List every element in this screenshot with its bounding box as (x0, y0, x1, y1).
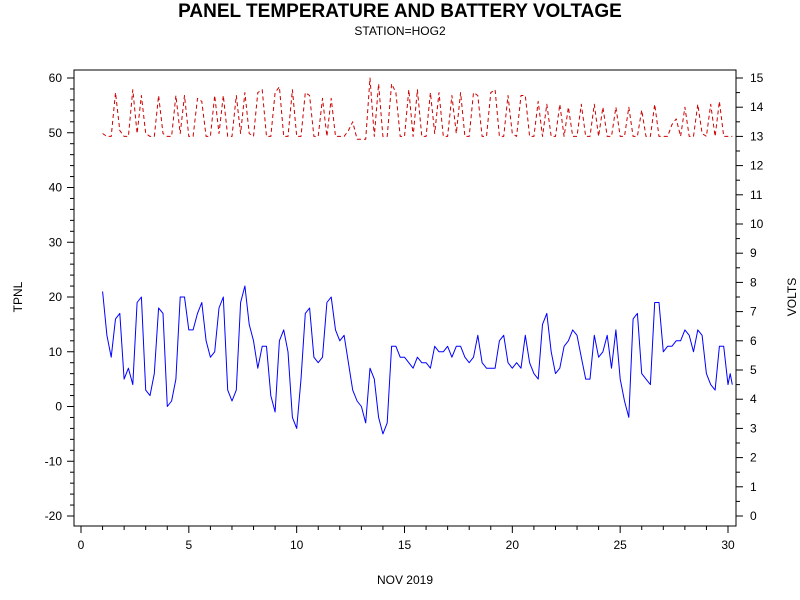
y-right-tick-label: 8 (750, 275, 757, 289)
y-right-tick-label: 4 (750, 392, 757, 406)
y-left-tick-label: -10 (45, 454, 63, 468)
y-left-tick-label: 0 (55, 400, 62, 414)
y-right-tick-label: 3 (750, 421, 757, 435)
y-left-tick-label: -20 (45, 509, 63, 523)
y-right-tick-label: 7 (750, 305, 757, 319)
series-lines (102, 77, 733, 435)
series-line-volts (102, 77, 733, 140)
y-axis-right-label: VOLTS (785, 278, 799, 316)
chart-subtitle: STATION=HOG2 (354, 24, 446, 38)
x-tick-label: 15 (398, 538, 412, 552)
y-axis-left-label: TPNL (11, 281, 25, 312)
axis-ticks: 0 5 10 15 20 25 30-20-100102030405060012345678… (45, 71, 764, 552)
y-right-tick-label: 6 (750, 334, 757, 348)
y-right-tick-label: 0 (750, 509, 757, 523)
y-right-tick-label: 13 (750, 129, 764, 143)
y-right-tick-label: 2 (750, 451, 757, 465)
plot-border (73, 69, 737, 527)
x-tick-label: 10 (290, 538, 304, 552)
x-tick-label: 0 (78, 538, 85, 552)
x-tick-label: 30 (721, 538, 735, 552)
y-right-tick-label: 15 (750, 71, 764, 85)
y-left-tick-label: 10 (49, 345, 63, 359)
y-right-tick-label: 1 (750, 480, 757, 494)
y-left-tick-label: 40 (49, 181, 63, 195)
y-right-tick-label: 11 (750, 188, 763, 202)
y-right-tick-label: 14 (750, 100, 764, 114)
y-left-tick-label: 30 (49, 235, 63, 249)
y-left-tick-label: 60 (49, 71, 63, 85)
y-right-tick-label: 5 (750, 363, 757, 377)
y-left-tick-label: 20 (49, 290, 63, 304)
y-right-tick-label: 12 (750, 159, 764, 173)
y-left-tick-label: 50 (49, 126, 63, 140)
plot-frame (73, 69, 737, 527)
x-tick-label: 25 (613, 538, 627, 552)
y-right-tick-label: 9 (750, 246, 757, 260)
x-tick-label: 5 (185, 538, 192, 552)
chart-title: PANEL TEMPERATURE AND BATTERY VOLTAGE (178, 1, 622, 22)
series-line-tpnl (102, 285, 733, 435)
x-axis-label: NOV 2019 (377, 573, 433, 587)
x-tick-label: 20 (506, 538, 520, 552)
y-right-tick-label: 10 (750, 217, 764, 231)
